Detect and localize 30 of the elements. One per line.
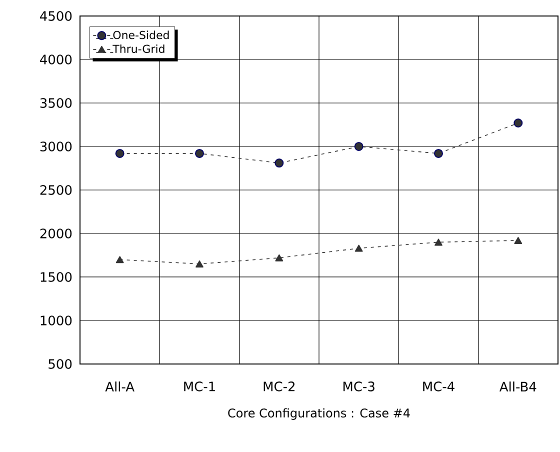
point [514,236,522,244]
y-tick-label: 1000 [40,316,72,326]
x-axis-title: Core Configurations : Case #4 [228,408,410,420]
point [196,260,204,268]
point [434,148,443,158]
point [275,254,284,262]
x-tick-label: MC-2 [264,382,294,392]
y-tick-label: 4000 [40,54,72,64]
y-tick-label: 2500 [40,185,72,195]
y-tick-label: 3000 [40,142,72,152]
x-tick-label: All-A [105,382,134,392]
point [354,142,364,151]
x-tick-label: MC-4 [423,382,454,392]
point [434,238,442,246]
point [514,118,523,128]
y-tick-label: 3500 [40,98,72,108]
x-tick-label: All-B4 [499,382,536,392]
point [115,148,124,158]
legend-label: One-Sided [113,30,169,40]
x-tick-label: MC-1 [184,382,215,392]
point [354,244,363,252]
y-tick-label: 1500 [40,272,72,282]
y-tick-label: 4500 [40,11,72,21]
y-tick-label: 2000 [40,228,72,238]
legend-label: Thru-Grid [112,44,164,54]
y-tick-label: 500 [48,359,72,369]
point [274,158,284,168]
point [116,256,124,264]
point [195,148,204,158]
x-tick-label: MC-3 [343,382,374,392]
